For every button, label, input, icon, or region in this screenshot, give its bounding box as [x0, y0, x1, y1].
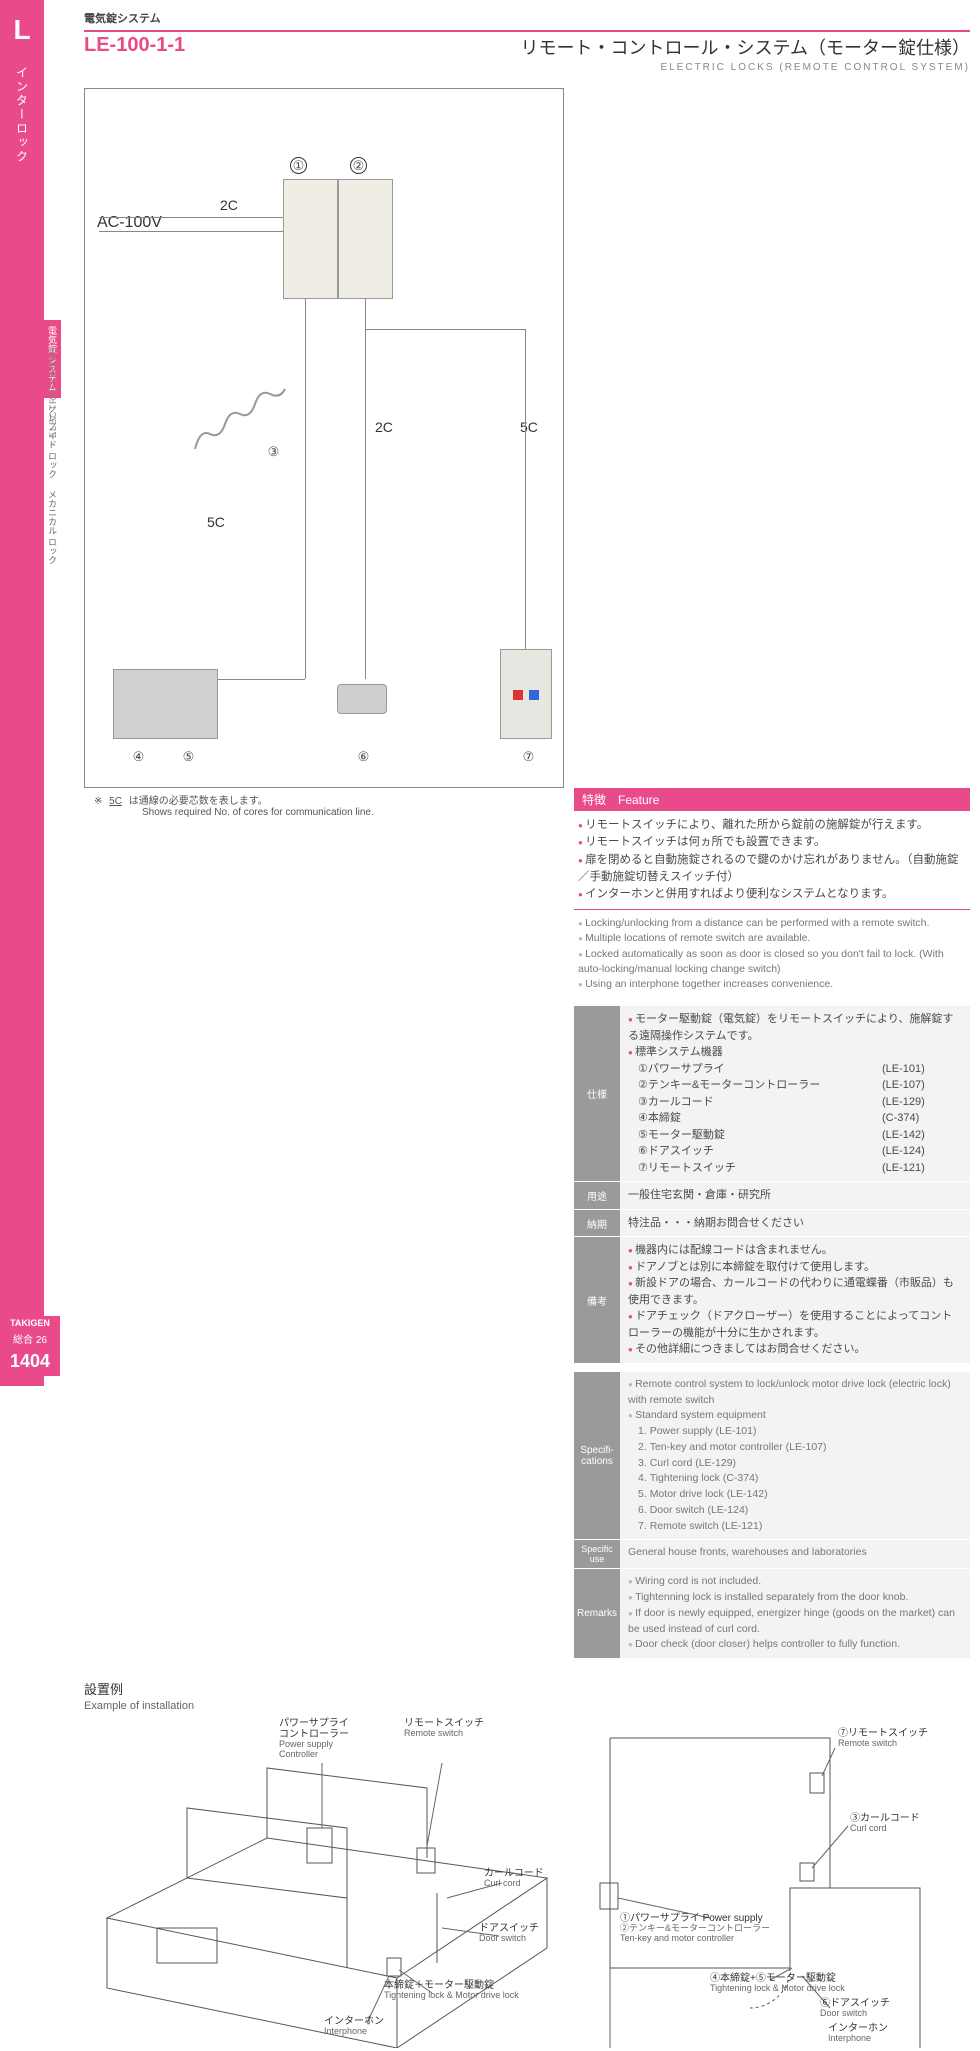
- wiring-diagram: AC-100V 2C 2C 5C 5C ① ② ③ ④ ⑤: [84, 88, 564, 788]
- footnote-en: Shows required No. of cores for communic…: [94, 807, 374, 818]
- diagram-device-lock: [113, 669, 218, 739]
- diagram-device-door-switch: [337, 684, 387, 714]
- diagram-device-remote-switch: [500, 649, 552, 739]
- diagram-line: [365, 329, 525, 330]
- feature-item: 扉を閉めると自動施錠されるので鍵のかけ忘れがありません。（自動施錠／手動施錠切替…: [578, 852, 966, 887]
- feature-item: Multiple locations of remote switch are …: [578, 931, 966, 946]
- spec-table-en: Specifi- cations Remote control system t…: [574, 1372, 970, 1659]
- feature-item: Locked automatically as soon as door is …: [578, 947, 966, 977]
- diagram-node-7: ⑦: [520, 749, 537, 766]
- spec-label: Specific use: [574, 1540, 620, 1569]
- spec-content: General house fronts, warehouses and lab…: [620, 1540, 970, 1569]
- spec-content: 特注品・・・納期お問合せください: [620, 1210, 970, 1238]
- spec-table-jp: 仕様 モーター駆動錠（電気錠）をリモートスイッチにより、施解錠する遠隔操作システ…: [574, 1006, 970, 1364]
- diagram-node-5: ⑤: [180, 749, 197, 766]
- spec-content: 一般住宅玄関・倉庫・研究所: [620, 1182, 970, 1210]
- install-callout: パワーサプライ コントローラー Power supply Controller: [279, 1718, 349, 1760]
- main-content: AC-100V 2C 2C 5C 5C ① ② ③ ④ ⑤: [84, 88, 970, 2048]
- spec-label: Remarks: [574, 1569, 620, 1659]
- installation-section: 設置例 Example of installation: [84, 1659, 970, 2048]
- feature-item: リモートスイッチにより、離れた所から錠前の施解錠が行えます。: [578, 817, 966, 834]
- diagram-line: [305, 299, 306, 679]
- sidebar-sub-en: ELECTRIC LOCKS: [48, 346, 58, 438]
- diagram-node-1: ①: [290, 157, 307, 174]
- feature-panel: 特徴 Feature リモートスイッチにより、離れた所から錠前の施解錠が行えます…: [574, 788, 970, 1659]
- spec-equip-title: 標準システム機器: [628, 1044, 962, 1061]
- footer-page-number: 1404: [0, 1347, 60, 1376]
- diagram-node-3: ③: [265, 444, 282, 461]
- diagram-device-2: [338, 179, 393, 299]
- spec-label: 仕様: [574, 1006, 620, 1182]
- diagram-footnote: ※ 5C は通線の必要芯数を表します。 Shows required No. o…: [84, 792, 564, 818]
- feature-list-jp: リモートスイッチにより、離れた所から錠前の施解錠が行えます。 リモートスイッチは…: [574, 811, 970, 909]
- install-callout: ドアスイッチ Door switch: [479, 1923, 539, 1944]
- equipment-list: ①パワーサプライ(LE-101) ②テンキー&モーターコントローラー(LE-10…: [628, 1061, 962, 1177]
- install-callout: 本締錠＋モーター駆動錠 Tightening lock & Motor driv…: [384, 1980, 519, 2001]
- footnote-jp: は通線の必要芯数を表します。: [129, 796, 268, 807]
- install-callout: ⑦リモートスイッチ Remote switch: [838, 1728, 928, 1749]
- install-callout: インターホン Interphone: [828, 2023, 888, 2044]
- install-title-en: Example of installation: [84, 1700, 970, 1712]
- footer-brand: TAKIGEN: [0, 1316, 60, 1330]
- sidebar-letter: L: [0, 0, 44, 46]
- diagram-line: [99, 231, 284, 232]
- diagram-node-6: ⑥: [355, 749, 372, 766]
- diagram-wire-2c-top: 2C: [220, 197, 238, 213]
- install-callout: インターホン Interphone: [324, 2016, 384, 2037]
- sidebar-vert-label: インターロック: [14, 66, 31, 164]
- install-title-jp: 設置例: [84, 1679, 970, 1698]
- feature-header: 特徴 Feature: [574, 788, 970, 811]
- diagram-node-2: ②: [350, 157, 367, 174]
- feature-item: Using an interphone together increases c…: [578, 977, 966, 992]
- diagram-curl-cord: [185, 379, 305, 479]
- diagram-wire-5c-left: 5C: [207, 514, 225, 530]
- diagram-line: [365, 299, 366, 679]
- sidebar-item-mechanical: メカニカル ロック: [44, 484, 61, 571]
- page-header: 電気錠システム LE-100-1-1 リモート・コントロール・システム（モーター…: [84, 10, 970, 73]
- header-category: 電気錠システム: [84, 10, 970, 26]
- diagram-line: [525, 329, 526, 649]
- install-diagram-plan: ⑦リモートスイッチ Remote switch ③カールコード Curl cor…: [590, 1718, 970, 2048]
- spec-content: Wiring cord is not included. Tightenning…: [620, 1569, 970, 1659]
- diagram-wire-5c-right: 5C: [520, 419, 538, 435]
- feature-item: インターホンと併用すればより便利なシステムとなります。: [578, 886, 966, 903]
- page-footer: TAKIGEN 総合 26 1404: [0, 1316, 60, 1376]
- feature-item: Locking/unlocking from a distance can be…: [578, 916, 966, 931]
- install-callout: リモートスイッチ Remote switch: [404, 1718, 484, 1739]
- install-callout: ③カールコード Curl cord: [850, 1813, 920, 1834]
- feature-list-en: Locking/unlocking from a distance can be…: [574, 909, 970, 998]
- spec-label: Specifi- cations: [574, 1372, 620, 1541]
- footnote-symbol: ※: [94, 796, 102, 807]
- footnote-wire: 5C: [109, 796, 122, 807]
- install-callout: ⑥ドアスイッチ Door switch: [820, 1998, 890, 2019]
- product-code: LE-100-1-1: [84, 34, 274, 57]
- diagram-device-1: [283, 179, 338, 299]
- install-callout: カールコード Curl cord: [484, 1868, 544, 1889]
- feature-item: リモートスイッチは何ヵ所でも設置できます。: [578, 834, 966, 851]
- spec-intro: モーター駆動錠（電気錠）をリモートスイッチにより、施解錠する遠隔操作システムです…: [628, 1011, 962, 1044]
- plan-view-svg: [590, 1718, 970, 2048]
- spec-content: モーター駆動錠（電気錠）をリモートスイッチにより、施解錠する遠隔操作システムです…: [620, 1006, 970, 1182]
- spec-label: 備考: [574, 1237, 620, 1364]
- spec-content: Remote control system to lock/unlock mot…: [620, 1372, 970, 1541]
- diagram-line: [99, 217, 284, 218]
- diagram-wire-2c-mid: 2C: [375, 419, 393, 435]
- spec-content: 機器内には配線コードは含まれません。 ドアノブとは別に本締錠を取付けて使用します…: [620, 1237, 970, 1364]
- product-title-en: ELECTRIC LOCKS (REMOTE CONTROL SYSTEM): [274, 62, 970, 73]
- spec-label: 納期: [574, 1210, 620, 1238]
- product-title-jp: リモート・コントロール・システム（モーター錠仕様）: [274, 34, 970, 60]
- footer-volume: 総合 26: [0, 1330, 60, 1347]
- install-diagram-iso: パワーサプライ コントローラー Power supply Controller …: [84, 1718, 580, 2048]
- install-callout: ①パワーサプライ Power supply ②テンキー&モーターコントローラー …: [620, 1913, 770, 1944]
- sidebar: L インターロック: [0, 0, 44, 1386]
- install-callout: ④本締錠+⑤モーター駆動錠 Tightening lock & Motor dr…: [710, 1973, 845, 1994]
- spec-label: 用途: [574, 1182, 620, 1210]
- diagram-node-4: ④: [130, 749, 147, 766]
